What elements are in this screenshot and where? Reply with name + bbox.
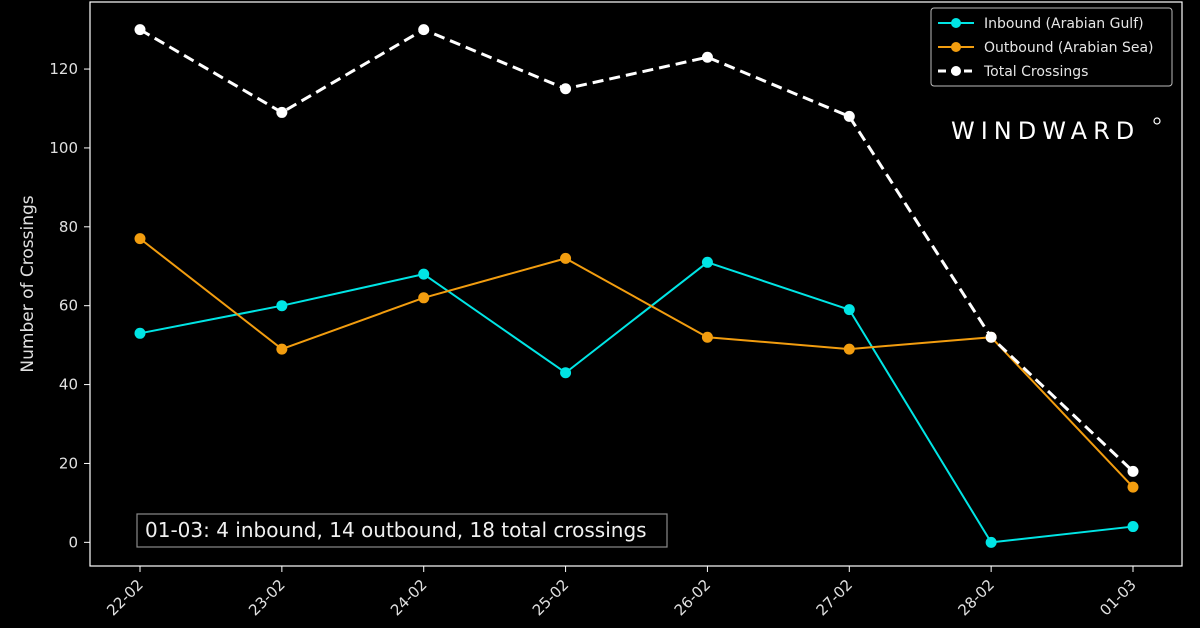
y-tick-label: 0 bbox=[68, 533, 78, 551]
legend-marker bbox=[951, 66, 961, 76]
series-line bbox=[139, 237, 1134, 488]
x-tick-label: 27-02 bbox=[813, 576, 857, 620]
data-point bbox=[701, 256, 713, 268]
series-line bbox=[139, 261, 1134, 544]
legend-label: Outbound (Arabian Sea) bbox=[984, 40, 1154, 56]
y-tick-label: 60 bbox=[59, 297, 78, 315]
x-axis: 22-02 23-02 24-02 25-02 26-02 27-02 28-02 01-03 bbox=[103, 566, 1140, 619]
data-point bbox=[985, 331, 997, 343]
legend-marker bbox=[951, 18, 961, 28]
data-point bbox=[843, 343, 855, 355]
data-point bbox=[418, 24, 430, 36]
windward-logo: WINDWARD bbox=[951, 117, 1161, 145]
legend-box bbox=[930, 7, 1173, 87]
data-point bbox=[418, 268, 430, 280]
data-point bbox=[276, 343, 288, 355]
data-point bbox=[134, 233, 146, 245]
brand-mark-icon bbox=[1153, 117, 1161, 125]
y-tick-label: 20 bbox=[59, 454, 78, 472]
legend-label: Total Crossings bbox=[983, 64, 1088, 80]
data-point bbox=[843, 304, 855, 316]
data-point bbox=[1127, 481, 1139, 493]
data-point bbox=[560, 83, 572, 95]
data-point bbox=[1127, 465, 1139, 477]
series-line bbox=[139, 28, 1135, 473]
data-point bbox=[985, 536, 997, 548]
y-tick-label: 40 bbox=[59, 376, 78, 394]
series-3 bbox=[134, 24, 1139, 477]
x-tick-label: 23-02 bbox=[245, 576, 289, 620]
x-tick-label: 26-02 bbox=[671, 576, 715, 620]
brand-text: WINDWARD bbox=[951, 117, 1140, 145]
data-point bbox=[560, 252, 572, 264]
data-point bbox=[276, 300, 288, 312]
annotation-box: 01-03: 4 inbound, 14 outbound, 18 total … bbox=[136, 513, 668, 548]
legend-label: Inbound (Arabian Gulf) bbox=[984, 16, 1144, 32]
y-axis-label: Number of Crossings bbox=[18, 195, 38, 372]
data-point bbox=[134, 327, 146, 339]
x-tick-label: 01-03 bbox=[1096, 576, 1140, 620]
data-point bbox=[134, 24, 146, 36]
x-tick-label: 24-02 bbox=[387, 576, 431, 620]
data-point bbox=[843, 110, 855, 122]
legend: Inbound (Arabian Gulf) Outbound (Arabian … bbox=[930, 7, 1173, 87]
y-tick-label: 100 bbox=[49, 139, 78, 157]
data-point bbox=[1127, 521, 1139, 533]
series-group bbox=[134, 24, 1139, 548]
data-point bbox=[560, 367, 572, 379]
x-tick-label: 25-02 bbox=[529, 576, 573, 620]
x-tick-label: 28-02 bbox=[954, 576, 998, 620]
data-point bbox=[418, 292, 430, 304]
data-point bbox=[276, 106, 288, 118]
series-2 bbox=[134, 233, 1139, 493]
series-1 bbox=[134, 256, 1139, 548]
y-axis: 0 20 40 60 80 100 120 bbox=[49, 60, 90, 551]
legend-marker bbox=[951, 42, 961, 52]
plot-frame bbox=[89, 1, 1183, 567]
y-tick-label: 120 bbox=[49, 60, 78, 78]
y-tick-label: 80 bbox=[59, 218, 78, 236]
data-point bbox=[701, 51, 713, 63]
annotation-text: 01-03: 4 inbound, 14 outbound, 18 total … bbox=[145, 518, 647, 542]
annotation-frame bbox=[136, 513, 668, 548]
x-tick-label: 22-02 bbox=[103, 576, 147, 620]
data-point bbox=[701, 331, 713, 343]
